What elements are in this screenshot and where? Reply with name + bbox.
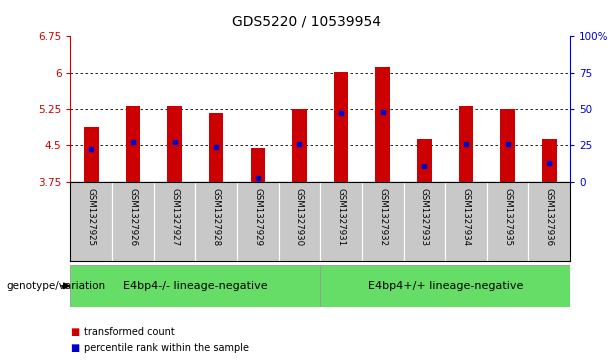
- Bar: [237, 182, 279, 261]
- Bar: [70, 265, 320, 307]
- Text: GSM1327926: GSM1327926: [129, 188, 137, 246]
- Bar: [126, 106, 140, 182]
- Bar: [459, 106, 473, 182]
- Text: GSM1327936: GSM1327936: [545, 188, 554, 246]
- Bar: [375, 67, 390, 182]
- Bar: [84, 127, 99, 182]
- Bar: [528, 182, 570, 261]
- Bar: [500, 109, 515, 182]
- Bar: [417, 139, 432, 182]
- Text: GSM1327928: GSM1327928: [211, 188, 221, 246]
- Bar: [167, 106, 182, 182]
- Text: GSM1327927: GSM1327927: [170, 188, 179, 246]
- Bar: [112, 182, 154, 261]
- Bar: [251, 148, 265, 182]
- Text: GSM1327935: GSM1327935: [503, 188, 512, 246]
- Text: GSM1327934: GSM1327934: [462, 188, 471, 246]
- Text: GSM1327933: GSM1327933: [420, 188, 429, 246]
- Bar: [154, 182, 196, 261]
- Text: GSM1327929: GSM1327929: [253, 188, 262, 246]
- Text: GSM1327930: GSM1327930: [295, 188, 304, 246]
- Text: ■: ■: [70, 343, 80, 354]
- Bar: [279, 182, 321, 261]
- Text: ■: ■: [70, 327, 80, 337]
- Bar: [445, 182, 487, 261]
- Bar: [487, 182, 528, 261]
- Text: transformed count: transformed count: [84, 327, 175, 337]
- Text: genotype/variation: genotype/variation: [6, 281, 105, 291]
- Bar: [542, 139, 557, 182]
- Text: GSM1327931: GSM1327931: [337, 188, 346, 246]
- Bar: [403, 182, 445, 261]
- Bar: [292, 109, 306, 182]
- Text: percentile rank within the sample: percentile rank within the sample: [84, 343, 249, 354]
- Text: E4bp4+/+ lineage-negative: E4bp4+/+ lineage-negative: [368, 281, 523, 291]
- Bar: [320, 265, 570, 307]
- Text: E4bp4-/- lineage-negative: E4bp4-/- lineage-negative: [123, 281, 268, 291]
- Text: GSM1327932: GSM1327932: [378, 188, 387, 246]
- Bar: [209, 113, 224, 182]
- Text: GSM1327925: GSM1327925: [87, 188, 96, 246]
- Bar: [362, 182, 403, 261]
- Bar: [70, 182, 112, 261]
- Bar: [334, 72, 348, 182]
- Text: GDS5220 / 10539954: GDS5220 / 10539954: [232, 15, 381, 29]
- Bar: [320, 182, 362, 261]
- Bar: [196, 182, 237, 261]
